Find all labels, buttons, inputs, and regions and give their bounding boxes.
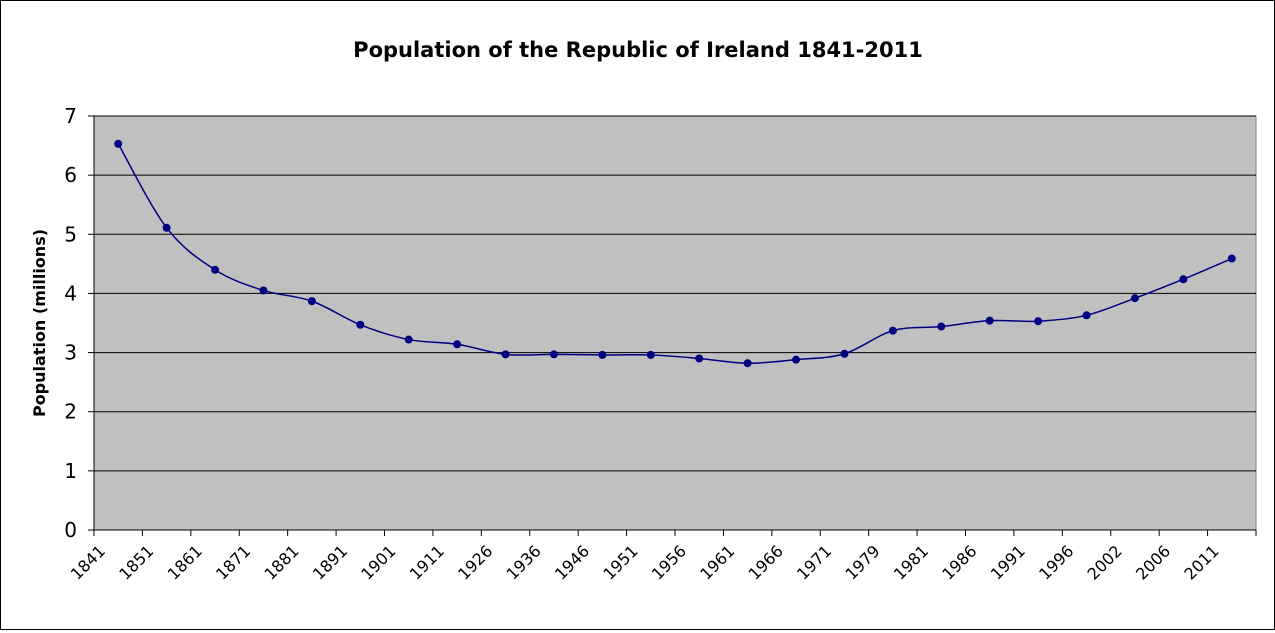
x-tick-label: 1991 — [987, 541, 1029, 583]
x-tick-label: 1961 — [696, 541, 738, 583]
x-tick-label: 1841 — [67, 541, 109, 583]
x-tick-label: 1996 — [1035, 541, 1077, 583]
series-population — [114, 139, 1236, 368]
x-tick-label: 1851 — [115, 541, 157, 583]
x-tick-label: 1986 — [938, 541, 980, 583]
y-tick-label: 5 — [64, 222, 77, 246]
x-tick-label: 1861 — [164, 541, 206, 583]
data-point — [1130, 294, 1139, 303]
data-point — [307, 297, 316, 306]
data-point — [211, 265, 220, 274]
data-point — [356, 320, 365, 329]
x-tick-label: 1951 — [599, 541, 641, 583]
data-point — [501, 350, 510, 359]
plot-area — [93, 115, 1257, 531]
data-point — [549, 350, 558, 359]
data-point — [1034, 317, 1043, 326]
data-point — [259, 286, 268, 295]
x-tick-label: 1871 — [212, 541, 254, 583]
x-tick-label: 1891 — [309, 541, 351, 583]
y-tick-label: 0 — [64, 518, 77, 542]
x-tick-label: 1901 — [357, 541, 399, 583]
x-tick-label: 1946 — [551, 541, 593, 583]
x-tick-label: 1966 — [745, 541, 787, 583]
data-point — [1179, 275, 1188, 284]
x-tick-labels: 1841 1851 1861 1871 1881 1891 1901 1911 1926 1936… — [67, 541, 1223, 583]
chart-title: Population of the Republic of Ireland 18… — [353, 38, 923, 62]
x-tick-label: 2006 — [1132, 541, 1174, 583]
y-tick-label: 3 — [64, 341, 77, 365]
y-tick-label: 7 — [64, 104, 77, 128]
x-tick-label: 2011 — [1180, 541, 1222, 583]
gridlines — [94, 115, 1256, 472]
data-point — [453, 340, 462, 349]
data-point — [598, 350, 607, 359]
x-tick-label: 1911 — [406, 541, 448, 583]
data-point — [1082, 311, 1091, 320]
y-tick-label: 6 — [64, 163, 77, 187]
x-tick-label: 1981 — [890, 541, 932, 583]
data-point — [114, 139, 123, 148]
x-tick-label: 1936 — [503, 541, 545, 583]
data-point — [695, 354, 704, 363]
x-tick-label: 2002 — [1084, 541, 1126, 583]
y-axis-label: Population (millions) — [30, 229, 49, 417]
y-tick-label: 4 — [64, 281, 77, 305]
y-tick-labels: 0 1 2 3 4 5 6 7 — [64, 104, 77, 542]
data-point — [792, 355, 801, 364]
x-tick-label: 1971 — [793, 541, 835, 583]
data-point — [404, 335, 413, 344]
data-point — [840, 349, 849, 358]
axes — [88, 115, 1257, 536]
x-tick-label: 1881 — [260, 541, 302, 583]
data-point — [1227, 254, 1236, 263]
data-point — [162, 223, 171, 232]
data-point — [646, 350, 655, 359]
y-tick-label: 2 — [64, 400, 77, 424]
x-tick-label: 1979 — [841, 541, 883, 583]
x-tick-label: 1956 — [648, 541, 690, 583]
data-point — [888, 326, 897, 335]
x-tick-label: 1926 — [454, 541, 496, 583]
data-point — [937, 322, 946, 331]
y-tick-label: 1 — [64, 459, 77, 483]
data-point — [985, 316, 994, 325]
data-point — [743, 359, 752, 368]
